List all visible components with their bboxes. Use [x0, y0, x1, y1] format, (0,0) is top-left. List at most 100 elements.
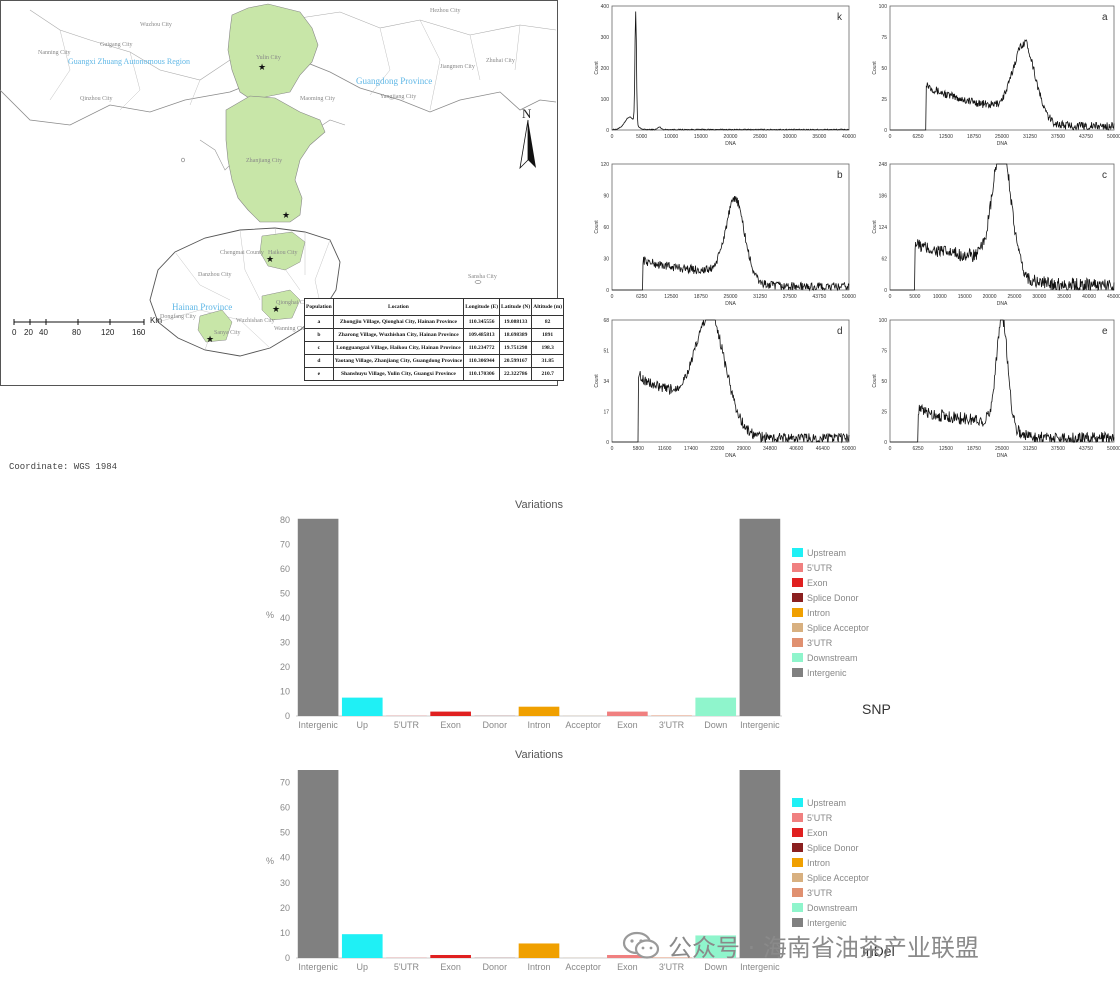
series-line [890, 39, 1115, 131]
x-tick-label: 18750 [967, 446, 981, 452]
legend-label: Downstream [807, 653, 858, 663]
x-tick-label: 10000 [664, 134, 678, 140]
y-tick-label: 62 [881, 257, 887, 263]
legend-label: 5'UTR [807, 813, 833, 823]
scale-tick: 80 [72, 328, 81, 337]
table-header: Latitude (N) [499, 298, 533, 316]
scale-tick: 40 [39, 328, 48, 337]
category-label: Donor [483, 720, 508, 730]
y-tick-label: 25 [881, 410, 887, 416]
series-line [890, 163, 1115, 292]
table-cell: e [304, 367, 334, 381]
bar [430, 954, 471, 958]
guangxi-guangdong-outline [0, 59, 556, 126]
y-tick-label: 0 [606, 440, 609, 446]
y-axis-label: Count [872, 220, 878, 234]
y-tick-label: 0 [285, 953, 290, 963]
y-axis-label: % [266, 856, 274, 866]
y-tick-label: 17 [603, 410, 609, 416]
city-label: Zhuhai City [486, 58, 515, 64]
y-tick-label: 30 [603, 257, 609, 263]
legend-swatch [792, 638, 803, 647]
island-dot [181, 157, 185, 163]
x-axis-label: DNA [997, 141, 1008, 147]
bar [695, 935, 737, 958]
scale-tick: 120 [101, 328, 115, 337]
table-cell: Shanshuyu Village, Yulin City, Guangxi P… [332, 367, 465, 381]
x-tick-label: 20000 [724, 134, 738, 140]
scale-tick: 160 [132, 328, 146, 337]
haikou-region [259, 231, 306, 271]
panel-label: d [837, 326, 843, 337]
y-tick-label: 34 [603, 379, 609, 385]
city-label: Sanya City [214, 330, 241, 336]
site-marker-c: ★ [266, 254, 274, 264]
y-tick-label: 186 [879, 194, 888, 200]
x-tick-label: 5000 [909, 294, 920, 300]
category-label: Exon [617, 720, 638, 730]
wechat-icon [622, 930, 660, 960]
legend-swatch [792, 593, 803, 602]
y-tick-label: 90 [603, 194, 609, 200]
bar [607, 711, 648, 716]
x-tick-label: 0 [889, 446, 892, 452]
x-tick-label: 43750 [1079, 446, 1093, 452]
legend-swatch [792, 798, 803, 807]
city-label: Hezhou City [430, 8, 461, 14]
legend-label: Intergenic [807, 668, 847, 678]
site-marker-d: ★ [282, 210, 290, 220]
category-label: Exon [617, 962, 638, 972]
region-label-guangdong: Guangdong Province [356, 76, 433, 86]
x-tick-label: 40000 [842, 134, 856, 140]
series-line [890, 319, 1115, 444]
y-tick-label: 75 [881, 35, 887, 41]
y-axis-label: Count [872, 374, 878, 388]
y-axis-label: Count [594, 61, 600, 75]
chart-tag: SNP [862, 701, 891, 717]
watermark-text: 公众号 · 海南省油茶产业联盟 [668, 933, 979, 962]
bar [341, 934, 383, 958]
city-label: Wuzhishan City [236, 318, 275, 324]
table-cell: c [304, 341, 334, 355]
legend-swatch [792, 608, 803, 617]
north-label: N [522, 106, 532, 121]
x-axis-label: DNA [725, 453, 736, 459]
legend-label: Splice Donor [807, 843, 859, 853]
bar [297, 518, 339, 716]
series-line [611, 11, 850, 131]
scale-bar-graphic [13, 319, 145, 325]
north-arrow-icon [519, 119, 536, 170]
x-tick-label: 12500 [939, 446, 953, 452]
panel-label: e [1102, 326, 1108, 337]
bar [739, 770, 781, 958]
city-label: Qinzhou City [80, 96, 113, 102]
category-label: Down [704, 720, 727, 730]
legend-label: Splice Acceptor [807, 623, 869, 633]
x-tick-label: 45000 [1107, 294, 1120, 300]
histogram-panel-a: 0 25 50 75 100 0 6250 12500 18750 25000 31250 37500… [868, 0, 1120, 150]
y-tick-label: 20 [280, 903, 290, 913]
study-area-map: ★ ★ ★ ★ ★ N Guangxi Zhuang Autonomous Re… [0, 0, 565, 386]
city-label: Zhanjiang City [246, 158, 283, 164]
series-line [612, 195, 850, 292]
table-header: Location [332, 298, 465, 316]
x-axis-label: DNA [725, 141, 736, 147]
histogram-panel-c: 0 62 124 186 248 0 5000 10000 15000 20000 25000 300… [868, 158, 1120, 310]
city-label: Haikou City [268, 250, 298, 256]
x-tick-label: 0 [889, 294, 892, 300]
table-header: Altitude (m) [531, 298, 565, 316]
category-label: Down [704, 962, 727, 972]
category-label: 5'UTR [394, 962, 420, 972]
x-tick-label: 5800 [633, 446, 644, 452]
y-tick-label: 40 [280, 853, 290, 863]
legend-label: Intron [807, 858, 830, 868]
plot-frame [611, 319, 850, 443]
category-label: Up [357, 720, 369, 730]
legend-label: 3'UTR [807, 638, 833, 648]
y-tick-label: 0 [285, 711, 290, 721]
category-label: Exon [440, 720, 461, 730]
y-tick-label: 60 [603, 225, 609, 231]
bar [607, 954, 648, 958]
plot-frame [889, 5, 1115, 131]
plot-frame [889, 163, 1115, 291]
